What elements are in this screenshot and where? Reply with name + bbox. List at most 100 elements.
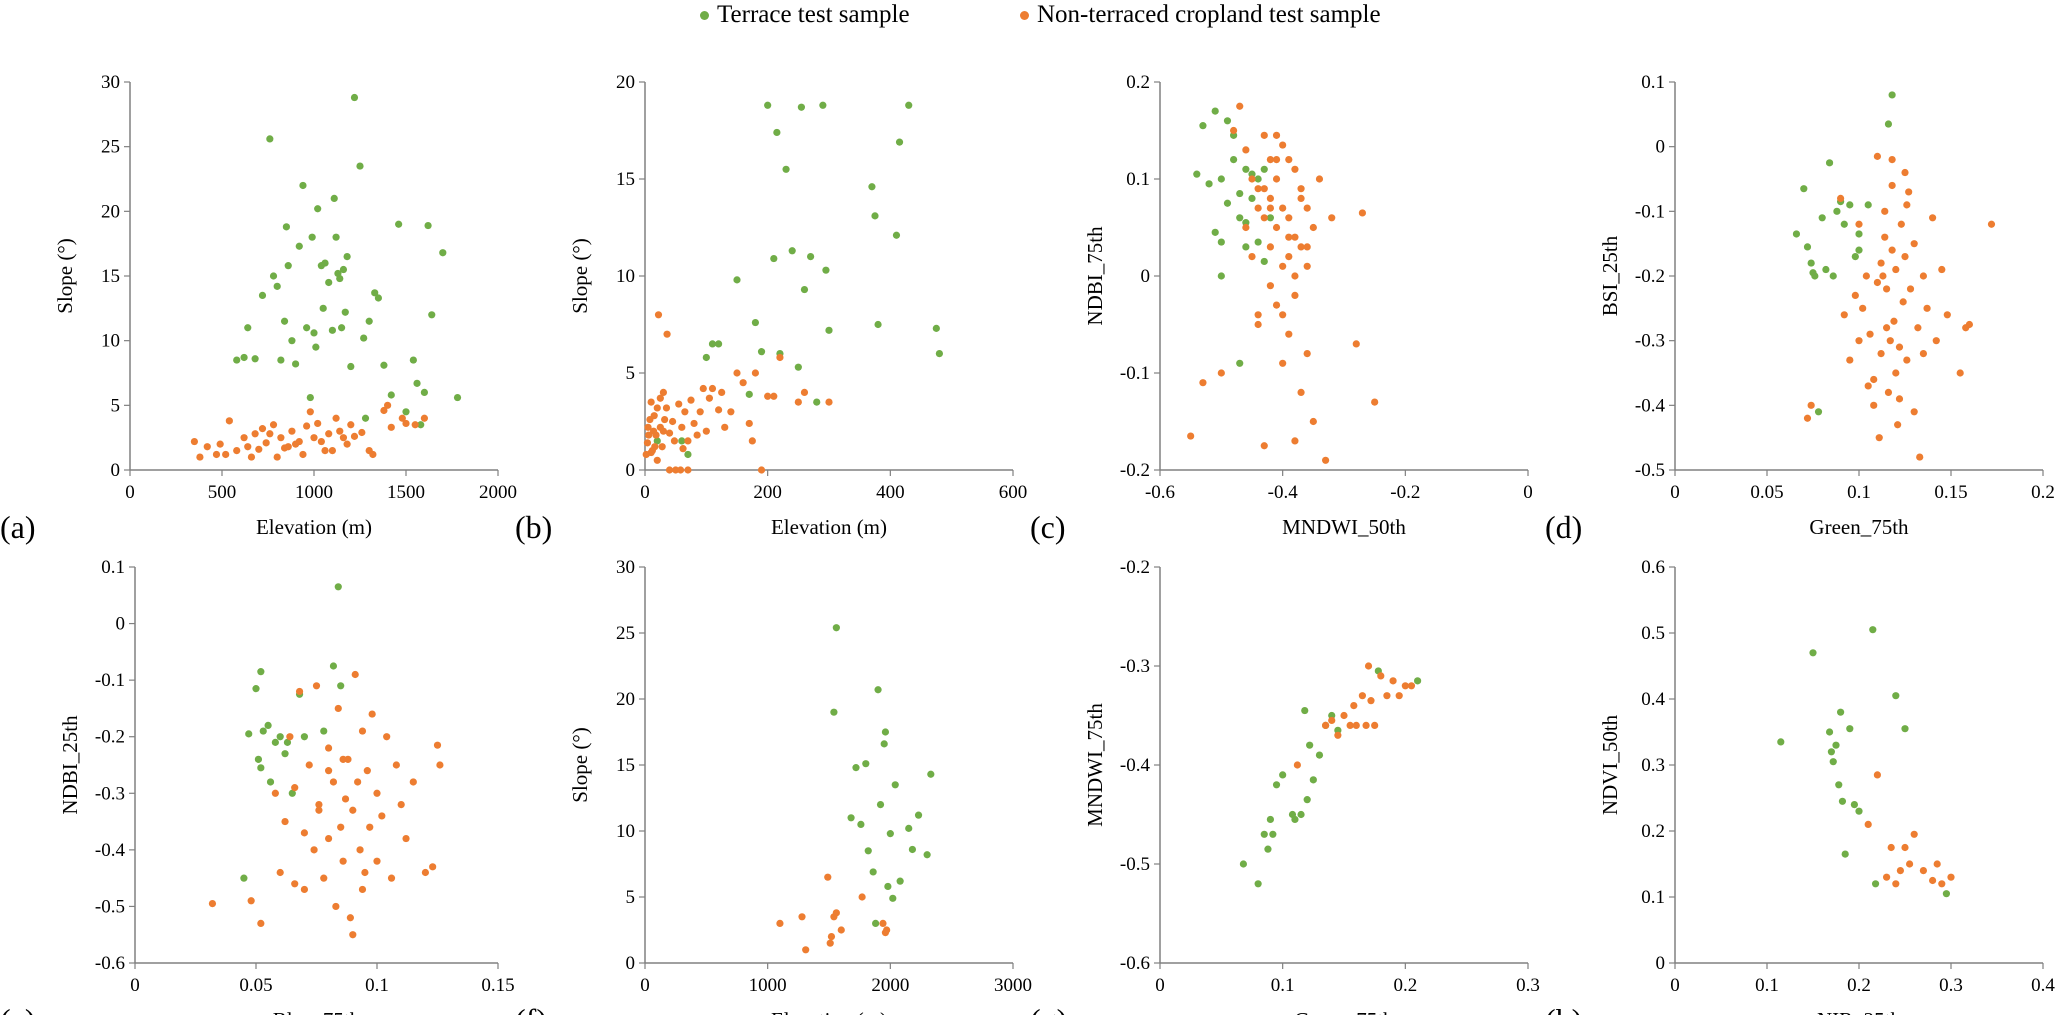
- series-non-terraced: [1803, 152, 1996, 461]
- point-terrace: [708, 340, 717, 348]
- point-terrace: [257, 668, 265, 676]
- point-non-terraced: [299, 450, 307, 459]
- point-non-terraced: [825, 398, 833, 406]
- point-terrace: [1315, 751, 1324, 759]
- y-tick-label: -0.2: [1120, 557, 1150, 578]
- scatter-chart-c: -0.2 -0.1 0 0.1 0.2 -0.6 -0.4 -0.2 0 MNDWI_50th ND…: [1030, 72, 1533, 545]
- y-tick-label: 0: [1656, 137, 1666, 158]
- point-non-terraced: [277, 434, 285, 442]
- point-non-terraced: [669, 417, 677, 426]
- point-terrace: [1279, 771, 1287, 779]
- point-terrace: [319, 304, 327, 312]
- point-terrace: [1217, 238, 1225, 246]
- point-non-terraced: [1364, 662, 1373, 670]
- point-non-terraced: [1929, 214, 1937, 222]
- point-non-terraced: [661, 415, 669, 424]
- legend-item-terrace: Terrace test sample: [700, 0, 910, 30]
- x-tick-label: 0.15: [1934, 482, 1967, 503]
- point-non-terraced: [1965, 320, 1973, 329]
- point-terrace: [927, 770, 935, 778]
- point-non-terraced: [212, 450, 221, 459]
- point-non-terraced: [325, 834, 333, 843]
- point-terrace: [895, 138, 904, 146]
- x-tick-label: 0.4: [2031, 975, 2055, 996]
- point-terrace: [1851, 253, 1859, 261]
- y-tick-label: -0.2: [1120, 460, 1150, 481]
- legend: Terrace test sample Non-terraced croplan…: [0, 0, 2067, 34]
- x-tick-label: 0: [640, 975, 650, 996]
- point-terrace: [1833, 207, 1841, 215]
- point-non-terraced: [1901, 168, 1909, 177]
- point-non-terraced: [363, 767, 371, 775]
- point-non-terraced: [356, 846, 364, 854]
- point-non-terraced: [1340, 711, 1348, 720]
- point-non-terraced: [358, 727, 367, 735]
- point-terrace: [764, 101, 772, 109]
- point-non-terraced: [1395, 692, 1403, 700]
- point-non-terraced: [647, 398, 655, 406]
- point-non-terraced: [325, 744, 333, 752]
- point-non-terraced: [233, 447, 241, 455]
- point-terrace: [1832, 741, 1840, 749]
- point-non-terraced: [708, 384, 717, 393]
- point-terrace: [264, 721, 272, 729]
- point-non-terraced: [1929, 876, 1937, 885]
- panel-label: (d): [1545, 509, 1582, 545]
- y-tick-label: 0: [111, 460, 121, 481]
- point-non-terraced: [1266, 156, 1274, 164]
- x-tick-label: 400: [876, 482, 905, 503]
- point-non-terraced: [1901, 253, 1909, 261]
- point-non-terraced: [1254, 320, 1262, 329]
- point-non-terraced: [291, 880, 299, 888]
- y-tick-label: 25: [616, 623, 635, 644]
- point-non-terraced: [748, 437, 756, 445]
- x-axis-label: Blue_75th: [273, 1008, 361, 1015]
- point-non-terraced: [306, 408, 314, 416]
- point-terrace: [347, 362, 355, 371]
- series-non-terraced: [1864, 771, 1955, 888]
- point-terrace: [813, 398, 821, 406]
- point-terrace: [825, 326, 833, 334]
- point-terrace: [308, 233, 316, 241]
- point-terrace: [314, 205, 322, 213]
- series-terrace: [233, 93, 462, 429]
- point-non-terraced: [387, 874, 396, 882]
- point-non-terraced: [1916, 453, 1924, 461]
- point-terrace: [439, 249, 447, 257]
- series-terrace: [830, 624, 935, 927]
- y-tick-label: 15: [101, 266, 120, 287]
- point-non-terraced: [1892, 880, 1900, 888]
- point-non-terraced: [693, 431, 701, 439]
- point-non-terraced: [1914, 324, 1922, 332]
- point-non-terraced: [757, 466, 766, 474]
- point-terrace: [822, 266, 830, 274]
- point-terrace: [374, 294, 382, 302]
- point-terrace: [1855, 807, 1863, 815]
- point-non-terraced: [1896, 867, 1904, 875]
- x-tick-label: 1000: [749, 975, 787, 996]
- point-terrace: [409, 356, 417, 364]
- series-non-terraced: [776, 873, 891, 954]
- point-non-terraced: [879, 919, 887, 927]
- point-non-terraced: [1837, 194, 1845, 202]
- panel-label: (g): [1030, 1002, 1067, 1015]
- point-non-terraced: [1266, 204, 1274, 212]
- point-non-terraced: [1866, 330, 1874, 338]
- point-terrace: [1223, 199, 1232, 207]
- point-non-terraced: [358, 885, 367, 894]
- point-non-terraced: [1293, 761, 1301, 769]
- point-terrace: [1217, 175, 1225, 183]
- panel-label: (h): [1545, 1002, 1582, 1015]
- point-non-terraced: [645, 431, 653, 439]
- point-terrace: [292, 360, 300, 368]
- point-non-terraced: [269, 421, 278, 429]
- point-terrace: [259, 727, 267, 735]
- y-tick-label: 0.1: [1641, 72, 1665, 93]
- point-non-terraced: [800, 388, 809, 396]
- point-terrace: [862, 760, 870, 768]
- y-axis-label: Slope (°): [53, 238, 77, 313]
- point-non-terraced: [1846, 356, 1854, 364]
- point-non-terraced: [681, 408, 689, 416]
- point-non-terraced: [1272, 131, 1281, 139]
- point-terrace: [1306, 741, 1314, 749]
